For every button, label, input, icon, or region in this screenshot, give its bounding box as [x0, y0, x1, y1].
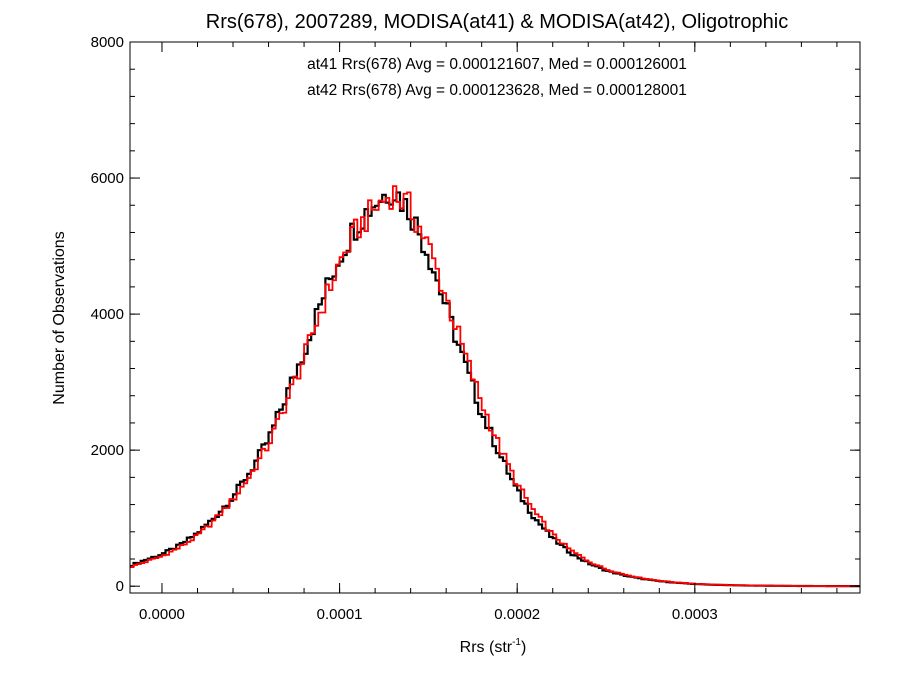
x-axis-label-close: ) [521, 639, 526, 656]
y-tick-label: 8000 [91, 34, 124, 51]
series-at42-line [130, 185, 860, 588]
series-layer [130, 185, 860, 588]
y-axis-label: Number of Observations [51, 231, 68, 404]
plot-frame [129, 41, 861, 594]
annotation-at41: at41 Rrs(678) Avg = 0.000121607, Med = 0… [307, 56, 687, 73]
y-tick-label: 6000 [91, 170, 124, 187]
x-axis-label-base: Rrs (str [460, 639, 513, 656]
y-tick-label: 2000 [91, 442, 124, 459]
x-axis-label: Rrs (str-1) [460, 637, 527, 656]
ticks-layer: 0.0000 0.0001 0.0002 0.0003 0 2000 4000 6000 800… [91, 34, 860, 623]
annotation-at42: at42 Rrs(678) Avg = 0.000123628, Med = 0… [307, 82, 687, 99]
y-tick-label: 0 [116, 578, 124, 595]
y-tick-label: 4000 [91, 306, 124, 323]
series-at41-line [130, 191, 860, 588]
x-tick-label: 0.0003 [672, 606, 718, 623]
chart-title: Rrs(678), 2007289, MODISA(at41) & MODISA… [206, 11, 788, 33]
x-axis-label-superscript: -1 [512, 637, 521, 648]
x-tick-label: 0.0000 [139, 606, 185, 623]
x-tick-label: 0.0002 [494, 606, 540, 623]
x-tick-label: 0.0001 [317, 606, 363, 623]
